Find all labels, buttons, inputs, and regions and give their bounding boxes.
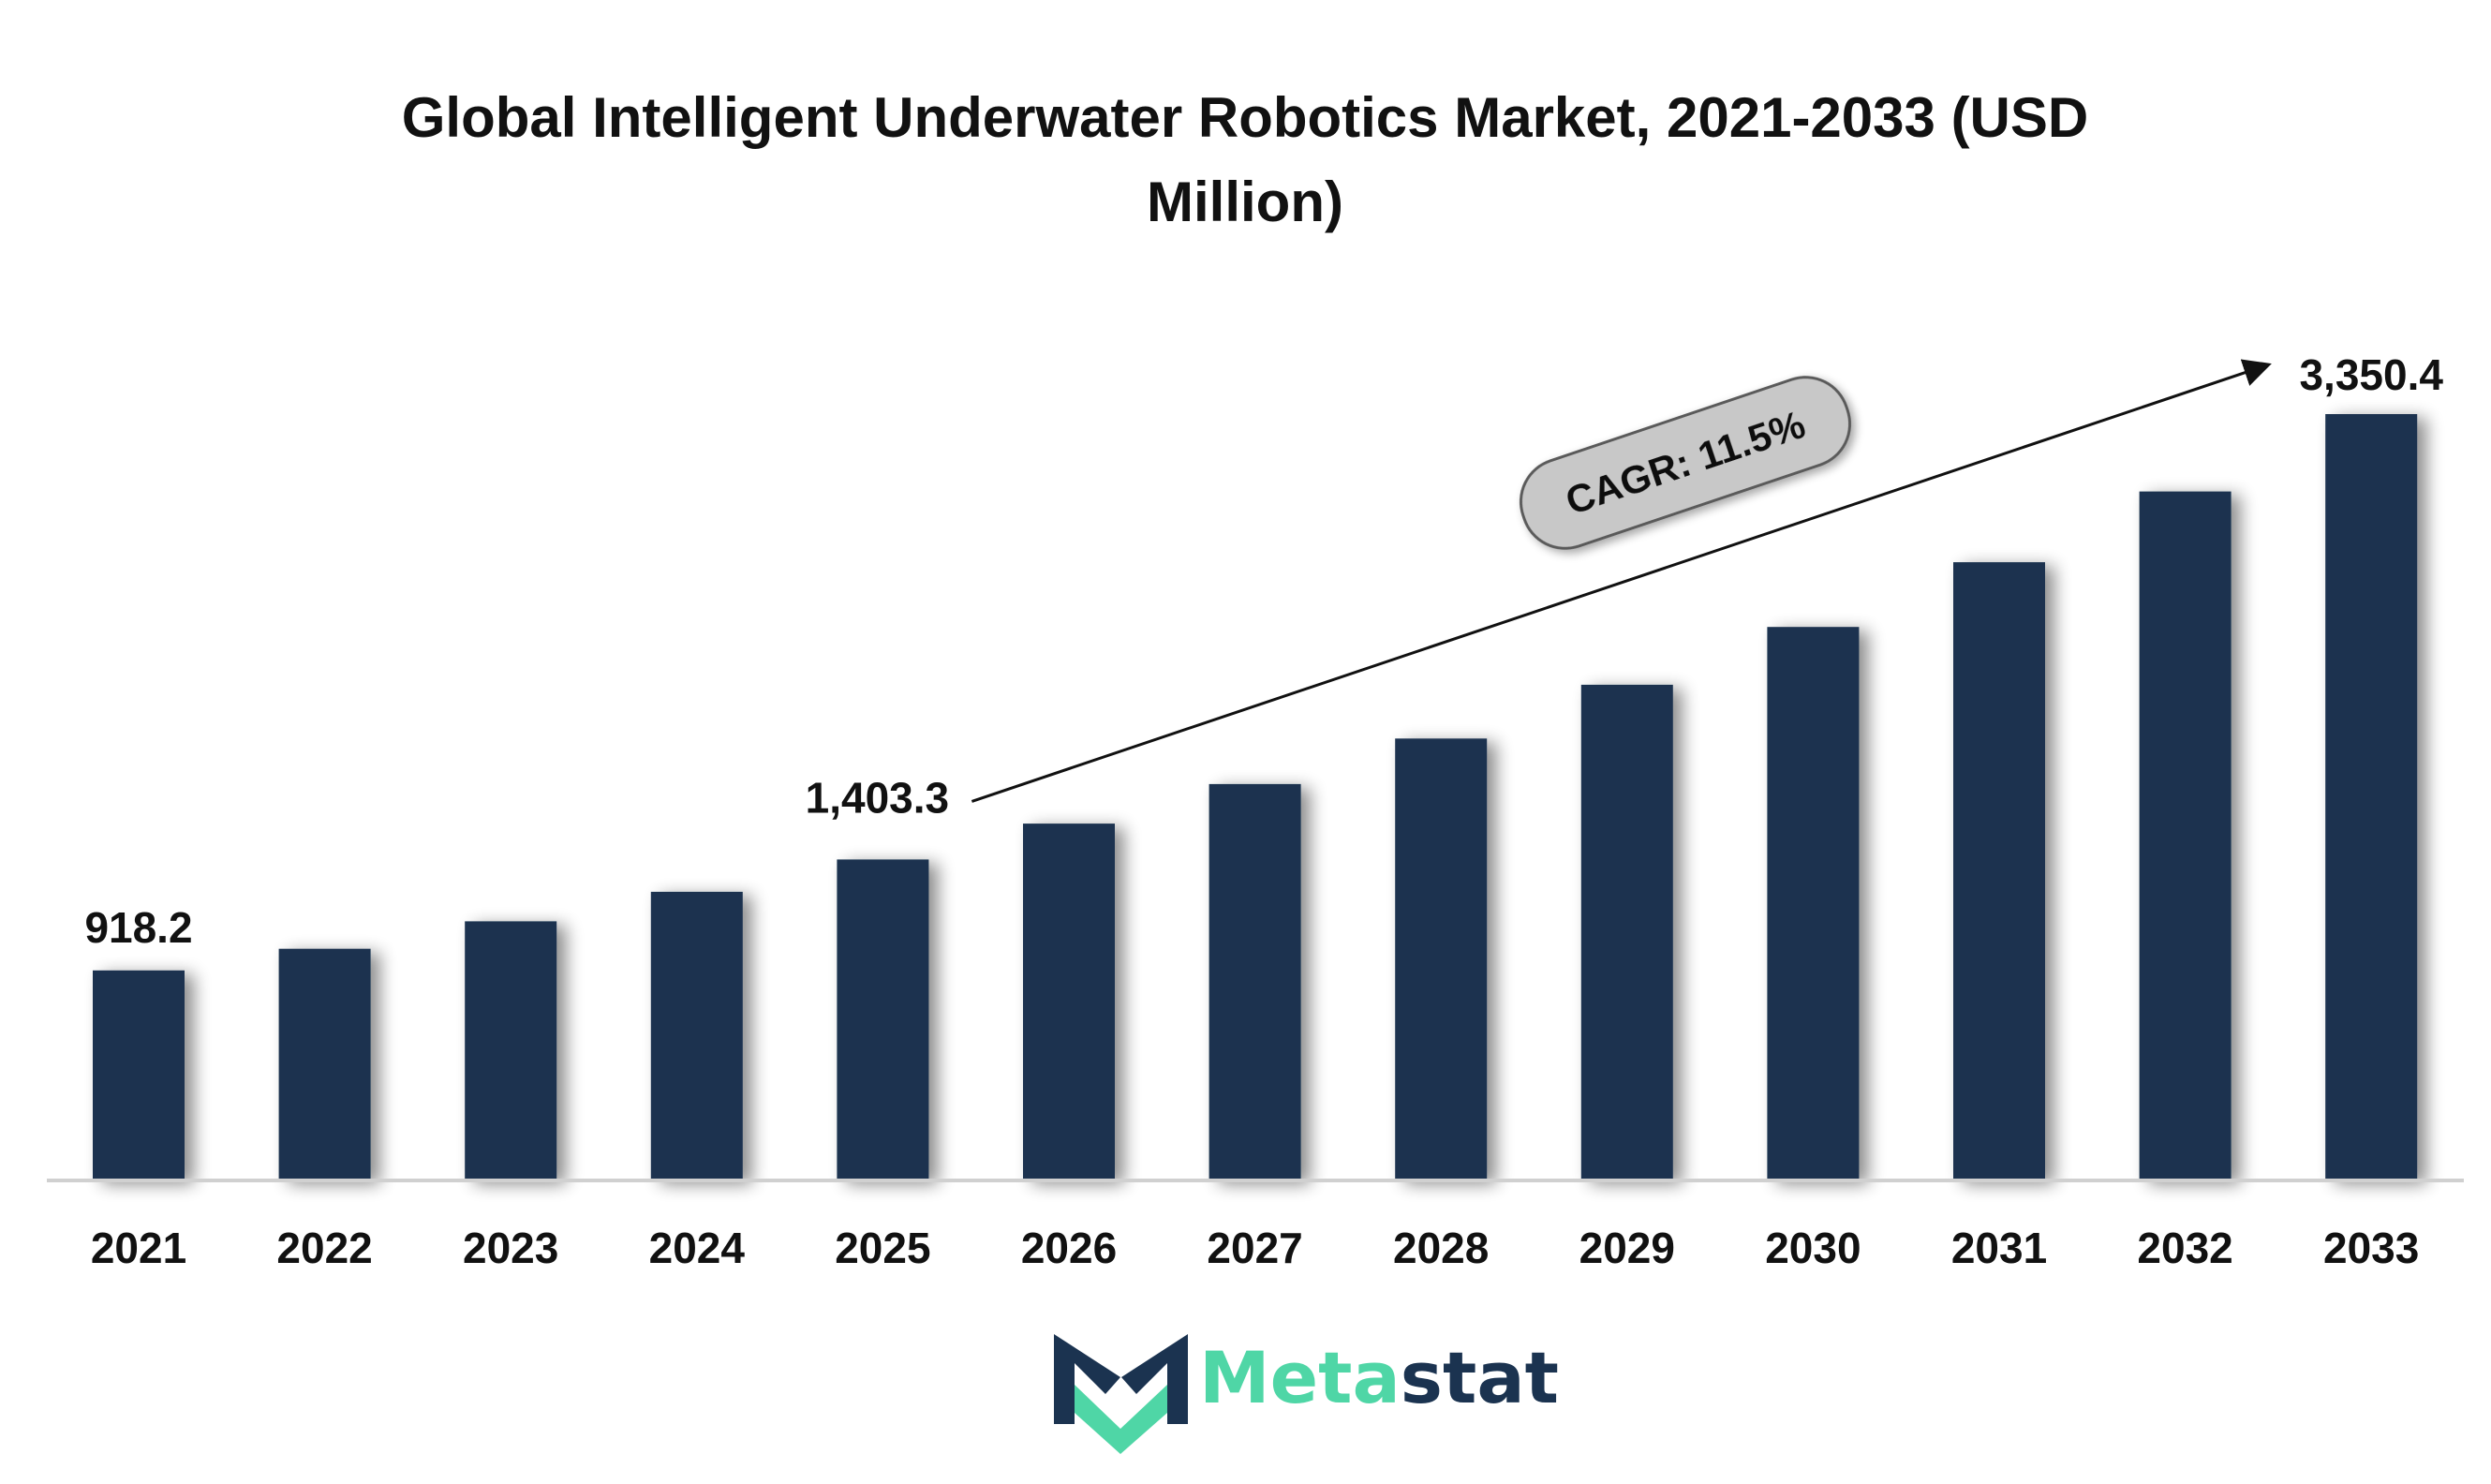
x-tick-label-2021: 2021: [91, 1224, 186, 1272]
x-tick-label-2022: 2022: [276, 1224, 372, 1272]
x-tick-label-2032: 2032: [2137, 1224, 2232, 1272]
bar-2025: [837, 859, 929, 1180]
bar-2022: [278, 948, 371, 1180]
x-tick-label-2029: 2029: [1579, 1224, 1675, 1272]
bar-2033: [2325, 414, 2418, 1180]
bar-2021: [93, 970, 185, 1180]
bar-2029: [1580, 684, 1673, 1180]
chart-title: Global Intelligent Underwater Robotics M…: [402, 86, 2088, 233]
bar-2028: [1395, 738, 1488, 1180]
logo-m-left-stroke: [1054, 1334, 1120, 1424]
bar-2024: [650, 891, 743, 1180]
chart-title-line-2: Million): [1147, 171, 1343, 233]
bar-2026: [1023, 824, 1115, 1180]
metastat-m-logo-icon: [1054, 1334, 1188, 1454]
logo-wordmark-stat: stat: [1401, 1336, 1559, 1419]
logo-m-right-stroke: [1121, 1334, 1188, 1424]
bar-2023: [465, 921, 557, 1180]
data-label-2033: 3,350.4: [2299, 350, 2443, 399]
x-tick-label-2023: 2023: [463, 1224, 558, 1272]
chart-title-line-1: Global Intelligent Underwater Robotics M…: [402, 86, 2088, 149]
x-tick-label-2027: 2027: [1207, 1224, 1302, 1272]
cagr-pill: CAGR: 11.5%: [1519, 376, 1852, 550]
x-tick-label-2031: 2031: [1951, 1224, 2047, 1272]
x-tick-labels: 2021 2022 2023 2024 2025 2026 2027 2028 2029 2030…: [91, 1224, 2420, 1272]
data-label-2025: 1,403.3: [806, 773, 949, 822]
logo-wordmark-meta: Meta: [1199, 1336, 1401, 1419]
x-tick-label-2025: 2025: [835, 1224, 930, 1272]
bar-2030: [1767, 627, 1860, 1180]
x-tick-label-2030: 2030: [1765, 1224, 1861, 1272]
x-tick-label-2024: 2024: [649, 1224, 746, 1272]
logo-m-accent-stroke: [1075, 1385, 1167, 1454]
data-labels: 918.2 1,403.3 3,350.4: [84, 350, 2443, 952]
x-tick-label-2033: 2033: [2323, 1224, 2419, 1272]
bar-2027: [1208, 783, 1301, 1180]
x-tick-label-2028: 2028: [1393, 1224, 1489, 1272]
cagr-badge: [1519, 376, 1852, 550]
x-tick-label-2026: 2026: [1021, 1224, 1117, 1272]
metastat-logo: Metastat: [1054, 1334, 1559, 1454]
cagr-arrow: [971, 359, 2272, 803]
bar-2031: [1953, 562, 2045, 1180]
logo-wordmark: Metastat: [1199, 1336, 1559, 1419]
bar-2032: [2139, 491, 2232, 1180]
bars-group: [93, 414, 2418, 1180]
data-label-2021: 918.2: [84, 903, 192, 952]
